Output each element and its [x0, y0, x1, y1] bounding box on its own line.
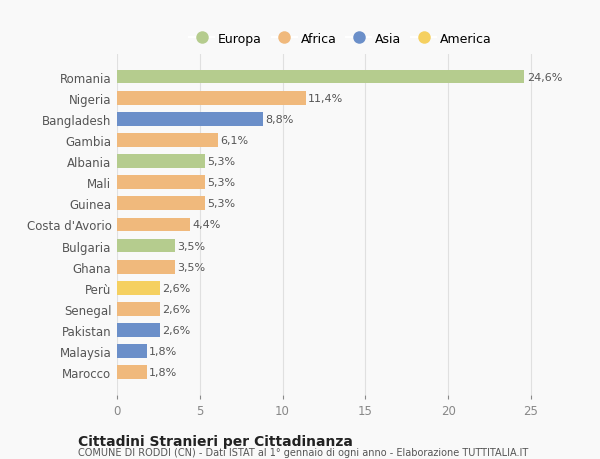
Text: 1,8%: 1,8% — [149, 347, 178, 356]
Text: 24,6%: 24,6% — [527, 73, 562, 82]
Text: 2,6%: 2,6% — [163, 283, 191, 293]
Text: 6,1%: 6,1% — [220, 135, 248, 146]
Text: COMUNE DI RODDI (CN) - Dati ISTAT al 1° gennaio di ogni anno - Elaborazione TUTT: COMUNE DI RODDI (CN) - Dati ISTAT al 1° … — [78, 448, 528, 458]
Bar — [117, 155, 205, 168]
Bar — [117, 281, 160, 295]
Bar — [117, 112, 263, 126]
Text: 2,6%: 2,6% — [163, 325, 191, 335]
Bar — [117, 197, 205, 211]
Text: 3,5%: 3,5% — [178, 262, 206, 272]
Text: Cittadini Stranieri per Cittadinanza: Cittadini Stranieri per Cittadinanza — [78, 434, 353, 448]
Legend: Europa, Africa, Asia, America: Europa, Africa, Asia, America — [189, 33, 492, 45]
Bar — [117, 176, 205, 190]
Bar — [117, 134, 218, 147]
Bar — [117, 324, 160, 337]
Text: 11,4%: 11,4% — [308, 94, 343, 103]
Text: 2,6%: 2,6% — [163, 304, 191, 314]
Text: 3,5%: 3,5% — [178, 241, 206, 251]
Bar — [117, 92, 306, 105]
Text: 4,4%: 4,4% — [193, 220, 221, 230]
Bar — [117, 260, 175, 274]
Text: 5,3%: 5,3% — [207, 178, 235, 188]
Bar — [117, 302, 160, 316]
Text: 8,8%: 8,8% — [265, 115, 293, 124]
Text: 1,8%: 1,8% — [149, 368, 178, 377]
Bar — [117, 218, 190, 232]
Bar — [117, 366, 147, 379]
Bar — [117, 71, 524, 84]
Bar — [117, 345, 147, 358]
Text: 5,3%: 5,3% — [207, 157, 235, 167]
Bar — [117, 239, 175, 253]
Text: 5,3%: 5,3% — [207, 199, 235, 209]
